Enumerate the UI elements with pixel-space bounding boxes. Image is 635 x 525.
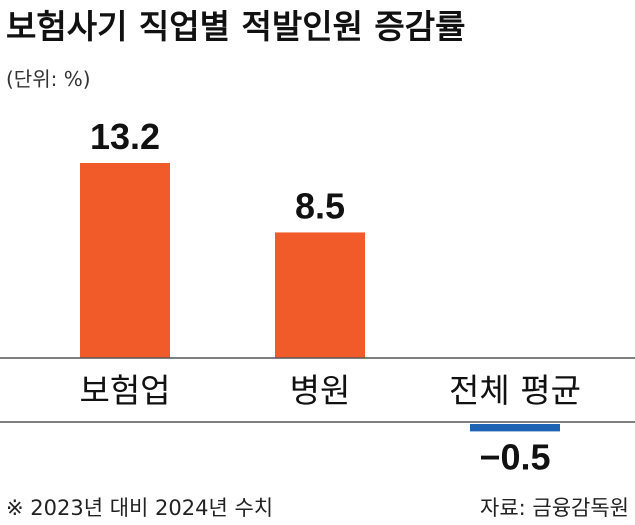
category-label: 병원 bbox=[290, 371, 351, 410]
bar bbox=[80, 163, 170, 358]
value-label: 8.5 bbox=[295, 185, 345, 226]
value-label-group: 13.2 8.5 −0.5 bbox=[90, 116, 551, 477]
bar-group bbox=[80, 163, 560, 432]
value-label: −0.5 bbox=[479, 436, 550, 477]
bar bbox=[470, 424, 560, 432]
unit-label: (단위: %) bbox=[6, 67, 91, 91]
category-label: 보험업 bbox=[79, 371, 170, 410]
bar bbox=[275, 232, 365, 358]
category-label-group: 보험업 병원 전체 평균 bbox=[79, 371, 581, 410]
footnote: ※ 2023년 대비 2024년 수치 bbox=[6, 496, 273, 520]
chart-title: 보험사기 직업별 적발인원 증감률 bbox=[6, 7, 466, 46]
category-label: 전체 평균 bbox=[449, 371, 581, 410]
value-label: 13.2 bbox=[90, 116, 160, 157]
source-credit: 자료: 금융감독원 bbox=[480, 496, 629, 520]
